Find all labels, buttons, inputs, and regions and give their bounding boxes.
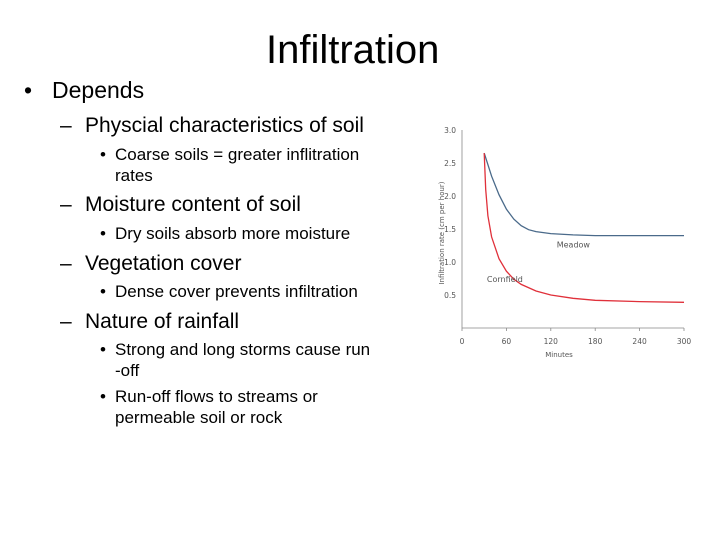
bullet-continuation: rates (115, 166, 153, 185)
bullet-marker: • (24, 77, 33, 103)
bullet-text: Nature of rainfall (85, 310, 240, 333)
bullet-nature-of-rainfall: – Nature of rainfall (60, 310, 239, 334)
bullet-text: Strong and long storms cause run (115, 340, 371, 359)
y-tick-label: 1.0 (444, 258, 456, 267)
bullet-continuation: -off (115, 361, 139, 380)
bullet-text: Run-off flows to streams or (115, 387, 318, 406)
bullet-physical-characteristics: – Physcial characteristics of soil (60, 114, 364, 138)
bullet-text: Coarse soils = greater inflitration (115, 145, 360, 164)
y-tick-label: 0.5 (444, 291, 456, 300)
bullet-run-off-flows: • Run-off flows to streams or (100, 387, 318, 406)
bullet-text: rates (115, 166, 153, 185)
x-tick-label: 120 (544, 337, 559, 346)
series-label-meadow: Meadow (557, 240, 591, 249)
bullet-text: Dry soils absorb more moisture (115, 224, 351, 243)
series-label-cornfield: Cornfield (487, 275, 523, 284)
x-axis-label: Minutes (545, 351, 573, 359)
slide-title: Infiltration (266, 28, 440, 72)
bullet-text: permeable soil or rock (115, 408, 283, 427)
bullet-text: Moisture content of soil (85, 193, 301, 216)
infiltration-chart: 0.5 1.0 1.5 2.0 2.5 3.0 0 60 120 180 240 300 Minutes… (430, 118, 700, 368)
bullet-text: -off (115, 361, 140, 380)
y-tick-label: 2.5 (444, 159, 456, 168)
dash-marker: – (60, 193, 72, 216)
bullet-strong-storms: • Strong and long storms cause run (100, 340, 370, 359)
bullet-marker: • (100, 145, 106, 164)
x-tick-label: 0 (460, 337, 465, 346)
dash-marker: – (60, 310, 72, 333)
x-tick-label: 300 (677, 337, 692, 346)
bullet-marker: • (100, 340, 106, 359)
x-tick-label: 60 (502, 337, 512, 346)
bullet-marker: • (100, 224, 106, 243)
y-tick-label: 1.5 (444, 225, 456, 234)
bullet-dry-soils: • Dry soils absorb more moisture (100, 224, 350, 243)
chart-canvas: 0.5 1.0 1.5 2.0 2.5 3.0 0 60 120 180 240 300 Minutes… (438, 126, 692, 359)
series-line-cornfield (483, 153, 685, 303)
bullet-coarse-soils: • Coarse soils = greater inflitration (100, 145, 359, 164)
bullet-text: Vegetation cover (85, 252, 242, 275)
bullet-marker: • (100, 282, 106, 301)
bullet-moisture-content: – Moisture content of soil (60, 193, 301, 217)
bullet-text: Dense cover prevents infiltration (115, 282, 358, 301)
x-tick-label: 180 (588, 337, 603, 346)
y-tick-label: 3.0 (444, 126, 456, 135)
bullet-text: Physcial characteristics of soil (85, 114, 364, 137)
bullet-continuation: permeable soil or rock (115, 408, 282, 427)
y-tick-label: 2.0 (444, 192, 456, 201)
series-line-meadow (483, 152, 684, 237)
dash-marker: – (60, 252, 72, 275)
bullet-dense-cover: • Dense cover prevents infiltration (100, 282, 358, 301)
y-axis-label: Infiltration rate (cm per hour) (438, 181, 446, 284)
dash-marker: – (60, 114, 72, 137)
bullet-vegetation-cover: – Vegetation cover (60, 252, 241, 276)
bullet-marker: • (100, 387, 106, 406)
bullet-depends: • Depends (24, 77, 145, 104)
x-tick-label: 240 (632, 337, 647, 346)
bullet-text: Depends (52, 77, 145, 103)
